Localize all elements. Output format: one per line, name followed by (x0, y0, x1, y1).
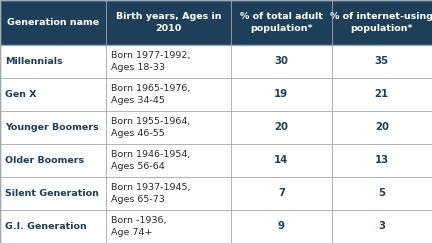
Text: 19: 19 (274, 89, 289, 99)
Bar (106, 78, 231, 111)
Text: Millennials: Millennials (5, 57, 63, 66)
Text: 35: 35 (375, 56, 389, 66)
Text: 20: 20 (274, 122, 288, 132)
Text: Born 1977-1992,
Ages 18-33: Born 1977-1992, Ages 18-33 (111, 52, 191, 71)
Text: Born 1955-1964,
Ages 46-55: Born 1955-1964, Ages 46-55 (111, 117, 191, 138)
Text: % of total adult
population*: % of total adult population* (240, 12, 323, 33)
Bar (0, 45, 106, 78)
Text: % of internet-using
population*: % of internet-using population* (330, 12, 432, 33)
Bar (231, 210, 332, 243)
Text: 13: 13 (375, 156, 389, 165)
Text: 30: 30 (274, 56, 288, 66)
Bar (231, 45, 332, 78)
Text: 5: 5 (378, 189, 385, 199)
Bar (231, 0, 332, 45)
Bar (231, 78, 332, 111)
Bar (231, 144, 332, 177)
Text: 3: 3 (378, 222, 385, 232)
Bar (106, 111, 231, 144)
Bar (106, 0, 231, 45)
Bar (332, 78, 432, 111)
Bar (332, 144, 432, 177)
Text: 21: 21 (375, 89, 389, 99)
Bar (106, 210, 231, 243)
Text: Older Boomers: Older Boomers (5, 156, 84, 165)
Text: Generation name: Generation name (7, 18, 99, 27)
Bar (332, 177, 432, 210)
Text: Younger Boomers: Younger Boomers (5, 123, 99, 132)
Text: 14: 14 (274, 156, 289, 165)
Bar (106, 45, 231, 78)
Text: G.I. Generation: G.I. Generation (5, 222, 87, 231)
Bar (231, 111, 332, 144)
Bar (106, 144, 231, 177)
Text: Birth years, Ages in
2010: Birth years, Ages in 2010 (116, 12, 221, 33)
Bar (231, 177, 332, 210)
Text: Born 1937-1945,
Ages 65-73: Born 1937-1945, Ages 65-73 (111, 183, 191, 204)
Text: 9: 9 (278, 222, 285, 232)
Bar (332, 45, 432, 78)
Bar (0, 177, 106, 210)
Text: Born -1936,
Age 74+: Born -1936, Age 74+ (111, 217, 166, 236)
Bar (0, 144, 106, 177)
Bar (106, 177, 231, 210)
Bar (0, 111, 106, 144)
Bar (332, 210, 432, 243)
Bar (332, 111, 432, 144)
Bar (0, 210, 106, 243)
Text: Born 1965-1976,
Ages 34-45: Born 1965-1976, Ages 34-45 (111, 84, 191, 104)
Bar (332, 0, 432, 45)
Text: Silent Generation: Silent Generation (5, 189, 99, 198)
Bar (0, 0, 106, 45)
Text: 7: 7 (278, 189, 285, 199)
Text: Gen X: Gen X (5, 90, 37, 99)
Text: 20: 20 (375, 122, 389, 132)
Bar (0, 78, 106, 111)
Text: Born 1946-1954,
Ages 56-64: Born 1946-1954, Ages 56-64 (111, 150, 191, 171)
